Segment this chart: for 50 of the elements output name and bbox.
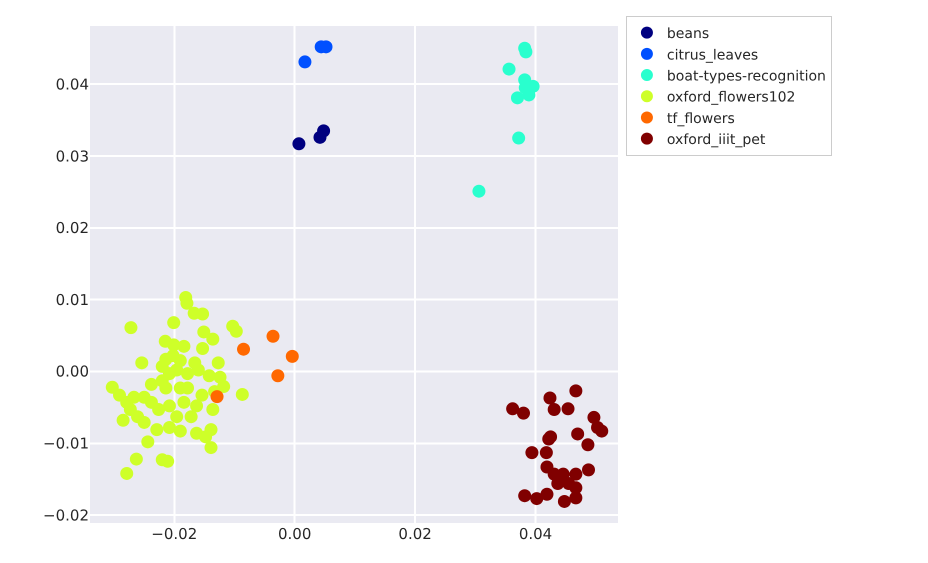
x-tick-label: −0.02 — [151, 525, 198, 543]
legend-label: boat-types-recognition — [666, 68, 826, 85]
x-tick-label: 0.04 — [518, 525, 552, 543]
point — [595, 424, 608, 438]
legend-label: tf_flowers — [666, 110, 735, 127]
y-tick-label: 0.02 — [56, 219, 89, 238]
legend-label: citrus_leaves — [666, 47, 758, 64]
point — [569, 384, 582, 398]
point — [472, 184, 486, 198]
point — [530, 492, 544, 506]
point — [569, 468, 582, 481]
point — [298, 55, 312, 68]
point — [525, 446, 538, 460]
point — [581, 438, 594, 452]
point — [548, 403, 561, 416]
point — [551, 477, 564, 490]
point — [587, 410, 600, 424]
point — [540, 488, 554, 501]
point — [562, 402, 575, 416]
point — [502, 62, 516, 76]
y-tick-label: 0.03 — [56, 147, 89, 166]
legend-label: beans — [666, 26, 710, 42]
point — [556, 468, 570, 481]
point — [543, 392, 556, 405]
point — [571, 427, 584, 440]
point — [506, 402, 520, 416]
legend-label: oxford_flowers102 — [666, 90, 796, 106]
point — [518, 489, 532, 502]
point — [569, 491, 582, 504]
point — [292, 137, 306, 150]
point — [510, 91, 524, 104]
x-tick-label: 0.00 — [278, 525, 312, 543]
y-tick-label: 0.04 — [56, 75, 89, 94]
point — [266, 330, 280, 343]
point — [317, 124, 330, 138]
x-tick-label: 0.02 — [398, 525, 432, 543]
y-tick-label: −0.02 — [43, 506, 89, 524]
y-tick-label: 0.00 — [56, 362, 89, 381]
point — [271, 369, 284, 382]
legend-label: oxford_iiit_pet — [666, 132, 766, 148]
point — [516, 406, 530, 420]
point — [582, 463, 595, 476]
point — [286, 350, 299, 363]
y-tick-label: 0.01 — [56, 290, 89, 309]
point — [540, 446, 553, 460]
point — [237, 342, 250, 356]
point — [512, 132, 526, 145]
point — [210, 390, 224, 404]
point — [558, 494, 571, 508]
y-tick-label: −0.01 — [43, 434, 89, 453]
